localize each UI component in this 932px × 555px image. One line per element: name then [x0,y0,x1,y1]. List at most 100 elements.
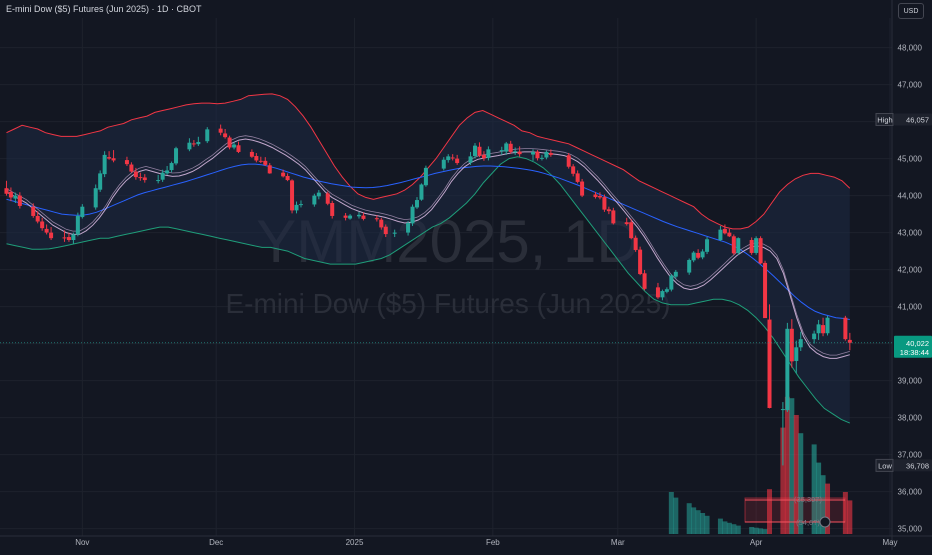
volume-bar [820,475,826,534]
candle-body [263,160,268,165]
volume-bar [780,427,786,534]
candle-body [258,160,263,162]
volume-bar [704,515,710,534]
volume-bar [749,527,755,534]
candle-body [847,339,852,343]
candle-body [785,328,790,411]
time-tick-label: 2025 [346,538,364,547]
price-tick-label: 48,000 [898,44,923,53]
lightning-icon[interactable] [819,516,831,528]
candle-body [691,252,696,261]
candle-body [8,191,13,198]
candle-body [49,232,54,239]
price-tick-label: 38,000 [898,414,923,423]
candle-body [227,137,232,148]
candle-body [312,195,317,205]
candle-body [343,215,348,218]
candle-body [597,195,602,198]
candle-body [80,206,85,218]
volume-bar [762,529,768,534]
price-axis[interactable]: 48,00047,00046,00045,00044,00043,00042,0… [891,0,923,550]
candle-body [517,151,522,155]
candle-body [513,151,518,153]
price-tick-label: 41,000 [898,303,923,312]
candle-body [705,239,710,252]
candle-body [446,156,451,161]
volume-bar [784,396,790,534]
candle-body [410,206,415,224]
candle-body [31,206,36,216]
low-value-bg [894,459,932,472]
candle-body [298,204,303,206]
price-tick-label: 42,000 [898,266,923,275]
candle-body [754,238,759,253]
upper-band-line [6,93,851,230]
candle-body [75,215,80,235]
candle-body [727,232,732,237]
price-tick-label: 39,000 [898,377,923,386]
volume-profile: (35,397) (54,6?) [744,495,846,528]
candle-body [575,173,580,182]
volume-bar [825,483,831,534]
time-tick-label: May [882,538,897,547]
candle-body [267,165,272,174]
candle-body [142,177,147,181]
candle-body [414,200,419,208]
candle-body [62,237,67,239]
candle-body [736,238,741,253]
candle-body [392,232,397,234]
volume-bar [758,528,764,534]
volume-profile-label: (35,397) [794,495,822,504]
candle-body [655,287,660,298]
candle-body [825,317,830,334]
candle-body [624,222,629,225]
currency-button[interactable]: USD [898,3,924,19]
symbol-title[interactable]: E-mini Dow ($5) Futures (Jun 2025) · 1D … [6,4,202,14]
candle-body [169,163,174,171]
volume-bar [731,524,737,534]
candle-body [602,197,607,210]
candle-body [798,339,803,348]
volume-bar [789,398,795,534]
candle-body [611,210,616,224]
time-tick-label: Dec [209,538,223,547]
candle-body [481,154,486,159]
candle-body [638,249,643,275]
candle-body [419,184,424,200]
candle-body [700,251,705,258]
volume-bar [695,510,701,534]
candle-body [93,188,98,208]
candle-body [129,164,134,172]
time-axis[interactable]: Nov Dec 2025 Feb Mar Apr May [0,535,932,547]
volume-bar [798,433,804,534]
candle-body [406,222,411,233]
candle-body [348,215,353,219]
low-value: 36,708 [906,461,929,470]
candle-body [504,143,509,152]
candle-body [539,157,544,159]
candle-body [758,238,763,264]
candle-body [473,145,478,157]
band-fill [6,93,850,424]
candle-body [450,157,455,159]
candle-body [642,273,647,289]
candle-body [633,237,638,250]
candle-body [236,145,241,152]
candle-body [138,177,143,179]
volume-bar [811,444,817,534]
volume-bar [753,527,759,534]
candle-body [107,157,112,159]
candle-body [580,181,585,196]
candle-body [731,236,736,254]
candle-body [571,166,576,174]
high-label-bg [875,112,894,126]
volume-bar [847,500,853,534]
candle-body [379,219,384,228]
candle-body [98,173,103,190]
candle-body [544,151,549,158]
price-tick-label: 44,000 [898,192,923,201]
price-tick-label: 37,000 [898,451,923,460]
